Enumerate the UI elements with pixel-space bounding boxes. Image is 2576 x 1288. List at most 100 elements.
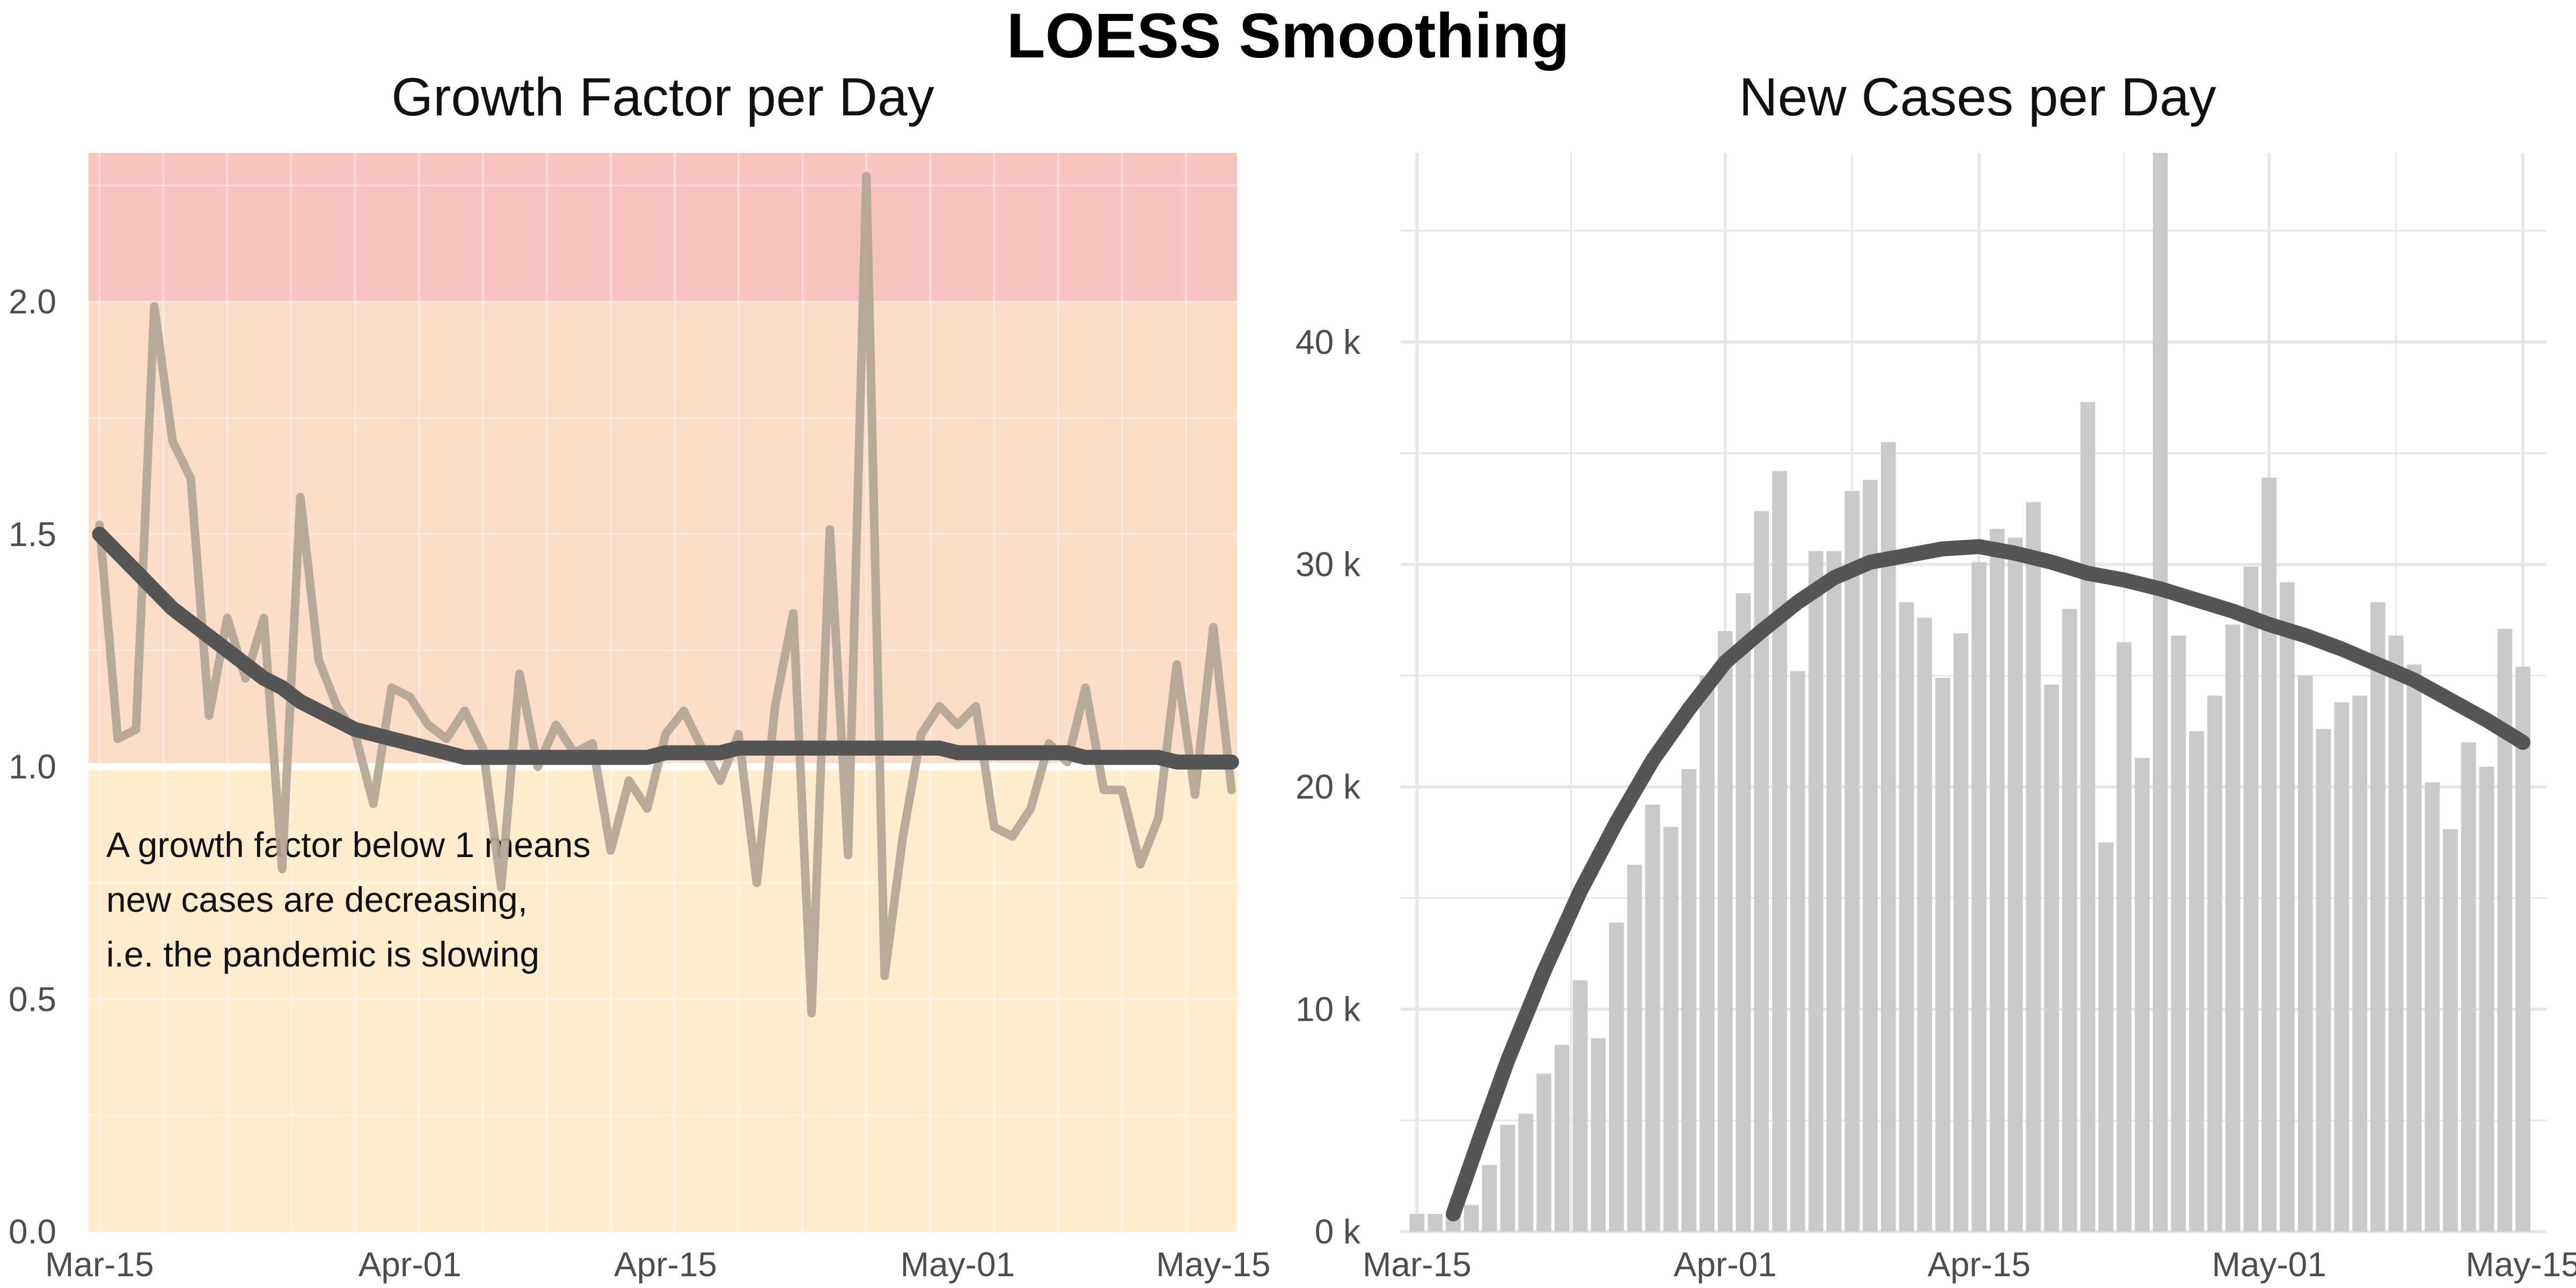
cases-bar bbox=[1772, 471, 1787, 1232]
cases-bar bbox=[1572, 980, 1588, 1232]
cases-bars bbox=[1409, 153, 2530, 1232]
cases-x-tick-label: May-01 bbox=[2212, 1245, 2326, 1284]
growth-raw-point bbox=[793, 612, 794, 614]
growth-raw-point bbox=[153, 305, 155, 307]
growth-raw-point bbox=[1194, 794, 1196, 795]
growth-raw-point bbox=[537, 766, 538, 767]
cases-x-tick-label: Mar-15 bbox=[1363, 1245, 1472, 1284]
cases-y-axis: 0 k 10 k 20 k 30 k 40 k bbox=[1296, 323, 1361, 1251]
growth-raw-point bbox=[1139, 863, 1141, 865]
growth-raw-point bbox=[939, 705, 940, 707]
growth-factor-panel: Growth Factor per Day 0.0 0.5 1.0 1.5 2.0 Ma… bbox=[9, 67, 1270, 1284]
cases-bar bbox=[1681, 769, 1696, 1232]
growth-raw-point bbox=[555, 724, 557, 726]
cases-panel-title: New Cases per Day bbox=[1739, 67, 2216, 127]
cases-bar bbox=[2461, 742, 2476, 1232]
growth-raw-points bbox=[99, 175, 1232, 1014]
growth-raw-point bbox=[464, 710, 465, 712]
growth-raw-point bbox=[117, 738, 119, 740]
growth-raw-point bbox=[993, 826, 995, 828]
cases-x-tick-label: May-15 bbox=[2465, 1245, 2576, 1284]
growth-raw-point bbox=[610, 850, 612, 851]
growth-raw-point bbox=[866, 175, 867, 177]
cases-bar bbox=[2189, 731, 2204, 1232]
cases-bar bbox=[1863, 480, 1878, 1232]
cases-bar bbox=[1627, 865, 1642, 1232]
cases-bar bbox=[1826, 551, 1842, 1232]
cases-bar bbox=[2262, 478, 2277, 1232]
cases-bar bbox=[2026, 502, 2041, 1232]
growth-band-0 bbox=[89, 153, 1237, 302]
cases-y-tick-label: 10 k bbox=[1296, 990, 1361, 1029]
cases-bar bbox=[1935, 678, 1950, 1232]
growth-y-axis: 0.0 0.5 1.0 1.5 2.0 bbox=[9, 282, 56, 1251]
growth-x-tick-label: May-15 bbox=[1156, 1245, 1270, 1284]
cases-bar bbox=[2425, 782, 2440, 1232]
growth-raw-point bbox=[518, 673, 520, 675]
growth-x-tick-label: Apr-15 bbox=[614, 1245, 717, 1284]
new-cases-panel: New Cases per Day 0 k 10 k 20 k 30 k 40 k Ma… bbox=[1296, 67, 2576, 1284]
growth-raw-point bbox=[738, 733, 740, 735]
growth-raw-point bbox=[263, 617, 265, 619]
growth-raw-point bbox=[1066, 761, 1068, 763]
cases-y-tick-label: 30 k bbox=[1296, 545, 1361, 584]
cases-bar bbox=[1518, 1114, 1533, 1232]
cases-bar bbox=[2080, 402, 2096, 1232]
cases-y-tick-label: 20 k bbox=[1296, 767, 1361, 806]
cases-bar bbox=[2280, 582, 2295, 1232]
growth-x-tick-label: Mar-15 bbox=[45, 1245, 154, 1284]
growth-raw-point bbox=[372, 803, 374, 804]
cases-bar bbox=[2370, 602, 2385, 1232]
growth-raw-point bbox=[245, 678, 246, 679]
growth-raw-point bbox=[299, 496, 301, 498]
cases-bar bbox=[1609, 922, 1624, 1232]
growth-y-tick-label: 1.0 bbox=[9, 748, 56, 786]
cases-x-tick-label: Apr-15 bbox=[1928, 1245, 2031, 1284]
cases-x-tick-label: Apr-01 bbox=[1674, 1245, 1777, 1284]
growth-raw-point bbox=[1158, 817, 1159, 818]
growth-raw-point bbox=[829, 529, 831, 530]
cases-bar bbox=[1736, 593, 1751, 1232]
cases-bar bbox=[2225, 624, 2241, 1232]
growth-raw-point bbox=[847, 854, 849, 856]
growth-raw-point bbox=[628, 780, 630, 781]
growth-raw-point bbox=[665, 733, 667, 735]
cases-bar bbox=[2008, 537, 2023, 1232]
cases-bar bbox=[1899, 602, 1914, 1232]
cases-bar bbox=[1880, 442, 1896, 1232]
cases-bar bbox=[1663, 826, 1679, 1232]
annotation-line-2: new cases are decreasing, bbox=[106, 880, 528, 919]
growth-grid bbox=[89, 153, 1237, 1232]
growth-raw-point bbox=[1085, 687, 1086, 689]
growth-raw-point bbox=[811, 1012, 813, 1014]
growth-y-tick-label: 1.5 bbox=[9, 515, 56, 553]
growth-raw-point bbox=[957, 724, 958, 726]
growth-raw-point bbox=[172, 441, 173, 442]
growth-raw-point bbox=[318, 659, 319, 661]
growth-raw-point bbox=[500, 887, 502, 888]
cases-bar bbox=[1845, 491, 1860, 1232]
growth-x-tick-label: May-01 bbox=[901, 1245, 1015, 1284]
cases-bar bbox=[1645, 804, 1660, 1232]
growth-raw-point bbox=[1030, 808, 1031, 809]
figure-title: LOESS Smoothing bbox=[1007, 1, 1570, 71]
growth-raw-point bbox=[720, 780, 721, 781]
growth-raw-point bbox=[683, 710, 685, 712]
cases-bar bbox=[2515, 667, 2530, 1232]
growth-y-tick-label: 0.5 bbox=[9, 980, 56, 1019]
growth-raw-point bbox=[208, 715, 210, 716]
growth-raw-point bbox=[1176, 664, 1177, 665]
cases-bar bbox=[2098, 842, 2113, 1232]
cases-bar bbox=[1428, 1213, 1443, 1232]
growth-raw-point bbox=[391, 687, 392, 689]
cases-y-tick-label: 0 k bbox=[1315, 1212, 1361, 1251]
cases-bar bbox=[2352, 696, 2367, 1232]
cases-bar bbox=[2117, 642, 2132, 1232]
growth-raw-point bbox=[135, 729, 137, 730]
growth-raw-point bbox=[226, 617, 228, 619]
cases-bar bbox=[2388, 635, 2404, 1232]
cases-bar bbox=[2243, 566, 2259, 1232]
growth-raw-point bbox=[647, 808, 648, 809]
growth-raw-point bbox=[482, 747, 484, 749]
cases-y-tick-label: 40 k bbox=[1296, 323, 1361, 361]
